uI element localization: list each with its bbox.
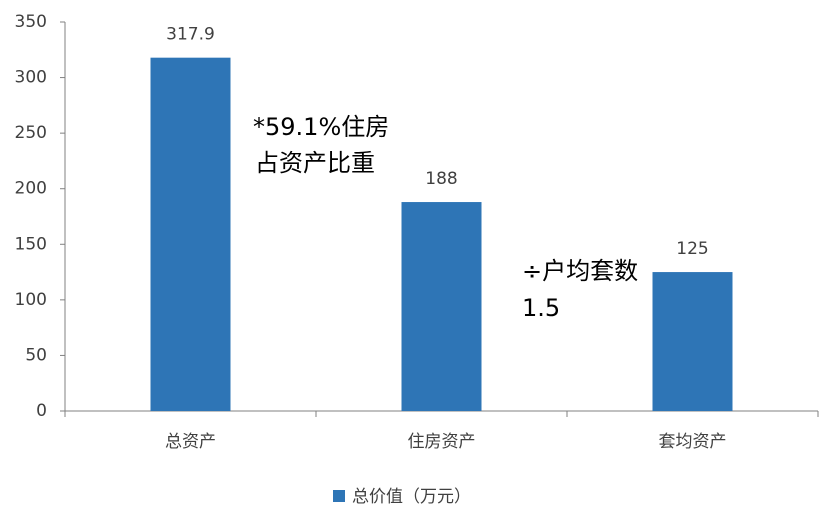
y-tick-label: 350 <box>15 12 47 32</box>
y-tick-label: 100 <box>15 290 47 310</box>
bar <box>150 57 231 412</box>
data-label: 125 <box>676 239 708 259</box>
data-label: 188 <box>425 169 457 189</box>
annotation: *59.1%住房 <box>253 113 389 141</box>
y-tick-label: 250 <box>15 123 47 143</box>
annotation: 占资产比重 <box>255 149 375 177</box>
annotation: ÷户均套数 <box>522 257 638 285</box>
x-tick-label: 总资产 <box>165 432 216 452</box>
y-tick-label: 0 <box>36 401 47 421</box>
legend-swatch <box>333 490 345 502</box>
x-tick-label: 套均资产 <box>659 432 727 452</box>
bar <box>401 202 482 411</box>
x-tick-label: 住房资产 <box>408 432 476 452</box>
annotation: 1.5 <box>522 294 560 322</box>
bar <box>652 272 733 411</box>
legend-label: 总价值（万元） <box>352 487 471 507</box>
y-tick-label: 200 <box>15 179 47 199</box>
y-tick-label: 300 <box>15 68 47 88</box>
data-label: 317.9 <box>166 25 215 45</box>
y-tick-label: 150 <box>15 234 47 254</box>
y-tick-label: 50 <box>25 345 47 365</box>
